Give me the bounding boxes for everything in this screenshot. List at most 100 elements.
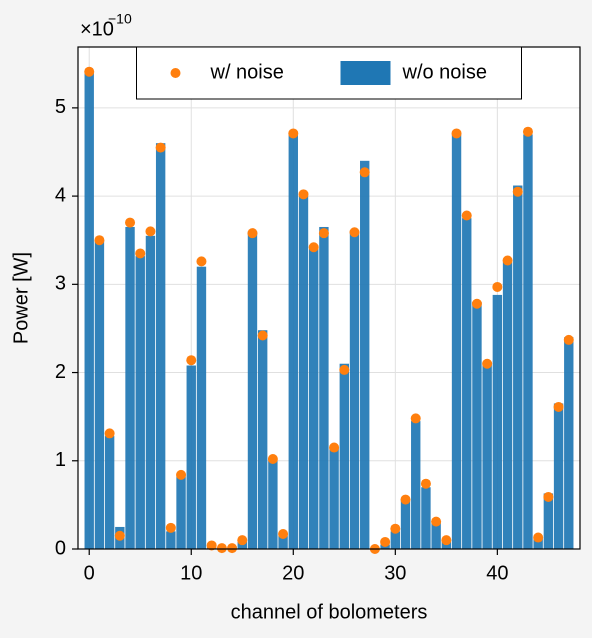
bar xyxy=(84,72,94,549)
bar xyxy=(278,535,288,549)
y-tick-label: 1 xyxy=(55,449,66,471)
point xyxy=(502,255,513,266)
bar xyxy=(431,522,441,549)
bar xyxy=(237,541,247,549)
legend: w/ noise w/o noise xyxy=(136,46,522,100)
bar xyxy=(349,231,360,550)
point xyxy=(359,167,370,178)
y-axis-label: Power [W] xyxy=(10,252,32,344)
bar xyxy=(513,185,523,549)
bar xyxy=(104,436,115,549)
legend-box xyxy=(136,46,522,100)
legend-label: w/ noise xyxy=(210,61,284,83)
point xyxy=(176,469,187,480)
marks xyxy=(84,66,574,554)
point xyxy=(543,491,554,502)
y-tick-label: 2 xyxy=(55,361,66,383)
point xyxy=(308,242,319,253)
point xyxy=(431,516,442,527)
point xyxy=(206,540,217,551)
point xyxy=(349,227,360,238)
bar xyxy=(360,160,370,550)
x-axis-label: channel of bolometers xyxy=(231,601,428,623)
point xyxy=(114,530,125,541)
point xyxy=(216,543,227,554)
bar xyxy=(564,337,574,549)
point xyxy=(563,334,574,345)
legend-label: w/o noise xyxy=(402,61,488,83)
point xyxy=(420,478,431,489)
point xyxy=(186,355,197,366)
bar xyxy=(339,363,349,549)
x-tick-label: 10 xyxy=(180,562,202,584)
point xyxy=(471,298,482,309)
point xyxy=(339,364,350,375)
bar xyxy=(329,447,339,549)
point xyxy=(380,536,391,547)
point xyxy=(125,217,136,228)
bar xyxy=(186,365,196,549)
bar xyxy=(502,262,513,549)
point xyxy=(257,330,268,341)
bar xyxy=(166,531,176,549)
bar xyxy=(247,231,258,550)
point xyxy=(84,66,95,77)
x-tick-label: 0 xyxy=(84,562,95,584)
point xyxy=(165,522,176,533)
point xyxy=(237,535,248,546)
bar xyxy=(421,487,431,549)
y-tick-label: 3 xyxy=(55,273,66,295)
bar xyxy=(319,226,329,549)
point xyxy=(522,126,533,137)
bar xyxy=(482,363,492,549)
legend-marker xyxy=(170,68,181,78)
point xyxy=(298,189,309,200)
offset-text: ×10 xyxy=(80,18,114,40)
bar xyxy=(257,330,268,549)
y-tick-label: 5 xyxy=(55,96,66,118)
point xyxy=(329,442,340,453)
bar xyxy=(451,134,462,549)
point xyxy=(135,248,146,259)
bar xyxy=(145,235,156,550)
point xyxy=(227,543,238,554)
bar xyxy=(390,531,401,549)
point xyxy=(533,532,544,543)
bar xyxy=(411,421,421,549)
y-tick-label: 0 xyxy=(55,537,66,559)
point xyxy=(104,428,115,439)
bar xyxy=(523,134,533,549)
legend-swatch xyxy=(340,61,391,85)
point xyxy=(145,226,156,237)
point xyxy=(196,256,207,267)
point xyxy=(155,142,166,153)
point xyxy=(512,186,523,197)
bar xyxy=(155,143,166,549)
x-tick-label: 30 xyxy=(384,562,406,584)
point xyxy=(94,235,105,246)
bar xyxy=(492,294,503,549)
bar xyxy=(543,493,554,549)
point xyxy=(267,454,278,465)
point xyxy=(278,529,289,540)
point xyxy=(492,281,503,292)
point xyxy=(553,401,564,412)
bar xyxy=(472,301,482,549)
y-tick-label: 4 xyxy=(55,184,66,206)
bar xyxy=(309,247,319,550)
bar xyxy=(196,266,207,549)
offset-exponent: −10 xyxy=(108,11,132,27)
bar xyxy=(94,240,105,549)
point xyxy=(400,494,411,505)
point xyxy=(318,228,329,239)
bar xyxy=(462,218,472,549)
bar xyxy=(288,134,298,549)
bar xyxy=(135,256,145,549)
bar xyxy=(176,476,186,549)
x-tick-label: 40 xyxy=(486,562,508,584)
point xyxy=(441,535,452,546)
point xyxy=(390,523,401,534)
point xyxy=(461,210,472,221)
bar xyxy=(125,226,135,549)
